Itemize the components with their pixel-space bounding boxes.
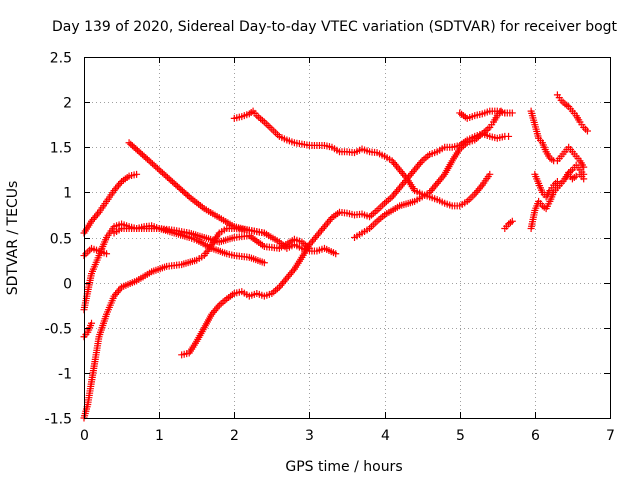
data-point (135, 148, 143, 156)
chart-title: Day 139 of 2020, Sidereal Day-to-day VTE… (52, 19, 618, 35)
data-point (486, 170, 494, 178)
data-point (180, 188, 188, 196)
data-point (128, 142, 136, 150)
data-point (142, 154, 150, 162)
x-tick-label: 5 (456, 428, 465, 444)
data-point (138, 151, 146, 159)
data-point (170, 179, 178, 187)
data-point (127, 140, 135, 148)
y-tick-label: 2.5 (50, 51, 72, 67)
data-point (179, 187, 187, 195)
x-tick-label: 1 (155, 428, 164, 444)
data-point (505, 132, 513, 140)
data-point (162, 172, 170, 180)
data-point (508, 109, 516, 117)
data-point (165, 175, 173, 183)
series-trace-l (501, 217, 516, 232)
series-trace-k (456, 107, 509, 122)
data-point (177, 185, 185, 193)
y-tick-label: 1 (63, 186, 72, 202)
x-tick-label: 3 (305, 428, 314, 444)
data-point (143, 155, 151, 163)
data-point (130, 143, 138, 151)
data-point (501, 109, 509, 117)
data-point (182, 190, 190, 198)
data-point (133, 146, 141, 154)
data-point (508, 217, 516, 225)
data-point (125, 139, 133, 147)
y-tick-label: -1 (58, 367, 72, 383)
x-axis-label: GPS time / hours (285, 459, 402, 475)
data-point (174, 182, 182, 190)
x-tick-label: 6 (531, 428, 540, 444)
axis-ticks (84, 57, 611, 419)
y-tick-label: -1.5 (45, 412, 72, 428)
data-point (147, 158, 155, 166)
data-point (103, 250, 111, 258)
data-point (580, 170, 588, 178)
series-trace-a (80, 170, 141, 237)
x-tick-labels: 0 1 2 3 4 5 6 7 (80, 428, 615, 444)
series-trace-h (178, 130, 513, 359)
data-point (132, 145, 140, 153)
y-tick-label: -0.5 (45, 322, 72, 338)
data-point (88, 319, 96, 327)
data-point (155, 166, 163, 174)
data-point (184, 191, 192, 199)
series-trace-o (531, 161, 588, 201)
y-axis-label: SDTVAR / TECUs (5, 181, 21, 296)
data-point (153, 164, 161, 172)
data-points (80, 91, 591, 422)
data-point (145, 157, 153, 165)
series-trace-p (553, 91, 591, 135)
series-trace-c (80, 319, 96, 341)
x-tick-label: 0 (80, 428, 89, 444)
data-point (172, 181, 180, 189)
data-point (332, 250, 340, 258)
series-trace-f (125, 139, 340, 258)
data-point (148, 160, 156, 168)
data-point (169, 178, 177, 186)
data-point (583, 127, 591, 135)
data-point (260, 259, 268, 267)
y-tick-label: 1.5 (50, 141, 72, 157)
y-tick-label: 0 (63, 277, 72, 293)
data-point (160, 170, 168, 178)
y-tick-labels: -1.5 -1 -0.5 0 0.5 1 1.5 2 2.5 (45, 51, 72, 428)
series-trace-g (110, 224, 313, 252)
data-point (133, 170, 141, 178)
x-tick-label: 7 (606, 428, 615, 444)
x-tick-label: 4 (381, 428, 390, 444)
data-point (167, 176, 175, 184)
y-tick-label: 2 (63, 96, 72, 112)
data-point (158, 169, 166, 177)
series-trace-j (351, 107, 516, 241)
series-trace-i (230, 107, 494, 210)
data-point (137, 149, 145, 157)
data-point (152, 163, 160, 171)
data-point (150, 161, 158, 169)
data-point (140, 152, 148, 160)
y-tick-label: 0.5 (50, 232, 72, 248)
data-point (157, 167, 165, 175)
x-tick-label: 2 (230, 428, 239, 444)
data-point (163, 173, 171, 181)
data-point (175, 184, 183, 192)
series-trace-n (527, 107, 588, 171)
